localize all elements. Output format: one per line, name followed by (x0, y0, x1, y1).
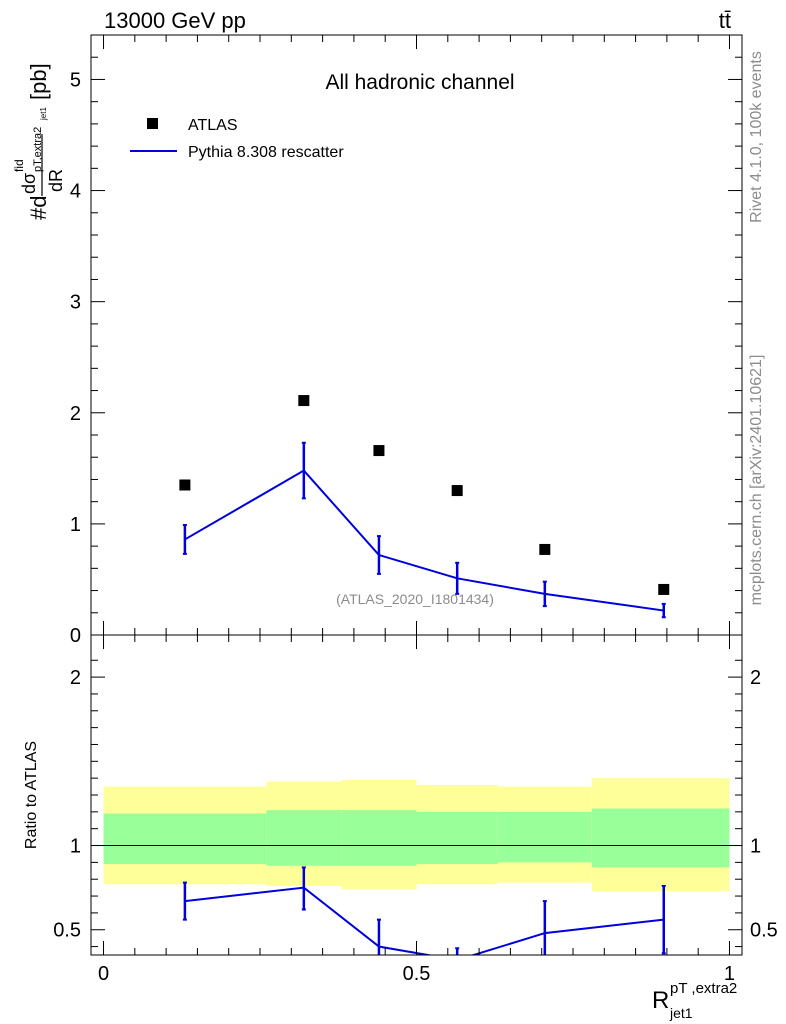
ylabel-unit: [pb] (26, 63, 51, 100)
ratio-band-inner-3 (416, 811, 498, 865)
legend-label-atlas: ATLAS (188, 117, 238, 134)
source-label: mcplots.cern.ch [arXiv:2401.10621] (748, 355, 765, 606)
main-marks-layer (179, 395, 670, 619)
ylabel-numerator-sup: fid (12, 159, 26, 172)
pythia-line (184, 469, 664, 612)
ratio-pythia-line (184, 886, 664, 955)
xtick-label-2: 1 (724, 963, 735, 985)
main-panel: 0 1 2 3 4 5 All hadronic channel (ATLAS_2020_… (12, 34, 743, 647)
ratio-band-inner-2 (341, 810, 417, 866)
ratio-ytick-label-right-0: 0.5 (750, 920, 778, 942)
atlas-point-5 (658, 583, 670, 595)
analysis-watermark: (ATLAS_2020_I1801434) (336, 591, 494, 607)
main-ytick-label-5: 5 (70, 69, 81, 91)
ylabel-denominator: dR (46, 169, 66, 192)
ratio-band-inner-0 (103, 813, 267, 865)
ratio-series-group (182, 866, 666, 955)
ylabel-numerator-subsub: jet1 (39, 107, 48, 121)
main-ytick-label-3: 3 (70, 292, 81, 314)
atlas-point-2 (373, 445, 385, 457)
main-ytick-label-0: 0 (70, 625, 81, 647)
ylabel-numerator: dσ (19, 173, 39, 194)
legend-label-pythia: Pythia 8.308 rescatter (188, 144, 344, 161)
xlabel-sub: jet1 (669, 1005, 693, 1021)
xtick-label-1: 0.5 (403, 963, 431, 985)
ratio-band-inner-1 (266, 810, 342, 866)
main-ytick-label-4: 4 (70, 181, 81, 203)
xtick-label-0: 0 (98, 963, 109, 985)
beam-label: 13000 GeV pp (104, 8, 246, 33)
atlas-point-0 (179, 479, 191, 491)
ratio-band-inner-4 (497, 811, 592, 863)
main-y-axis-label: #d dσ fid pT,extra2 jet1 dR [pb] (12, 63, 66, 220)
ratio-band-inner-5 (591, 808, 730, 868)
ratio-ytick-label-left-2: 2 (70, 667, 81, 689)
ratio-ytick-label-left-0: 0.5 (53, 920, 81, 942)
rivet-version-label: Rivet 4.1.0, 100k events (748, 51, 765, 223)
ratio-panel: 0 0.5 1 0.5 0.5 1 1 2 2 Ratio to ATLAS R pT ,ext… (23, 634, 778, 1021)
ylabel-prefix: #d (26, 196, 51, 220)
atlas-point-3 (451, 485, 463, 497)
x-axis-label: R pT ,extra2 jet1 (652, 980, 737, 1021)
ratio-ytick-label-right-2: 2 (750, 667, 761, 689)
ylabel-numerator-sub: pT,extra2 (32, 127, 44, 172)
ratio-marks-layer (91, 778, 742, 955)
atlas-point-4 (539, 543, 551, 555)
main-ytick-label-2: 2 (70, 403, 81, 425)
main-axes-layer: 0 1 2 3 4 5 (70, 34, 743, 647)
chart-title: All hadronic channel (325, 71, 514, 94)
atlas-point-1 (298, 395, 310, 407)
ratio-ytick-label-right-1: 1 (750, 836, 761, 858)
main-ytick-label-1: 1 (70, 514, 81, 536)
xlabel-main: R (652, 987, 669, 1014)
legend-marker-atlas (147, 118, 158, 129)
ratio-y-axis-label: Ratio to ATLAS (23, 741, 40, 849)
ratio-ytick-label-left-1: 1 (70, 836, 81, 858)
xlabel-sup: pT ,extra2 (670, 980, 737, 997)
ratio-axes-layer: 0 0.5 1 0.5 0.5 1 1 2 2 (53, 634, 778, 985)
process-label: tt̄ (719, 8, 731, 33)
